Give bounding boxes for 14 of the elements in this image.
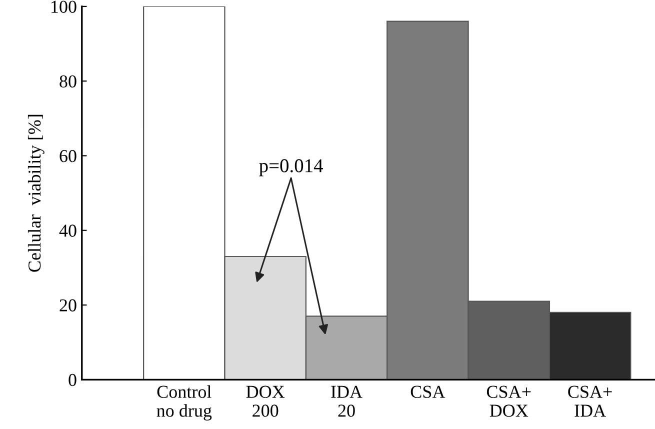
y-tick-label: 20 — [60, 299, 76, 312]
x-tick-label: IDA 20 — [331, 386, 362, 417]
y-axis-title: Cellular viability [%] — [28, 114, 44, 272]
annotation: p=0.014 — [259, 159, 323, 176]
x-tick-label: CSA+ IDA — [568, 386, 612, 417]
x-tick-label: CSA — [410, 386, 446, 398]
x-tick-label: DOX 200 — [246, 386, 285, 417]
y-tick-label: 100 — [52, 0, 76, 13]
y-tick-label: 80 — [60, 75, 76, 88]
x-tick-label: CSA+ DOX — [486, 386, 531, 417]
y-tick-label: 40 — [59, 224, 76, 237]
y-tick-label: 0 — [68, 374, 76, 386]
x-tick-label: Control no drug — [156, 385, 212, 421]
y-tick-label: 60 — [60, 150, 76, 162]
